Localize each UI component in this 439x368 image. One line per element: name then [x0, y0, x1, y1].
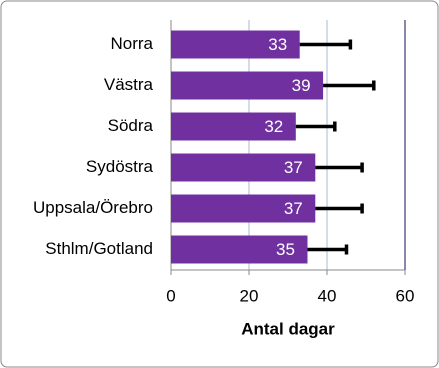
value-label: 35: [276, 240, 295, 259]
value-label: 32: [264, 117, 283, 136]
value-label: 37: [284, 199, 303, 218]
value-label: 33: [268, 35, 287, 54]
x-tick-label: 20: [240, 286, 259, 305]
y-tick-label: Sydöstra: [86, 157, 154, 176]
value-label: 37: [284, 158, 303, 177]
y-tick-label: Norra: [110, 34, 153, 53]
bar: [171, 112, 296, 141]
bar: [171, 30, 300, 59]
bar: [171, 194, 316, 223]
y-tick-label: Västra: [104, 75, 154, 94]
bar: [171, 153, 316, 182]
y-tick-label: Sthlm/Gotland: [45, 239, 153, 258]
y-tick-label: Uppsala/Örebro: [33, 198, 153, 217]
x-tick-label: 60: [396, 286, 415, 305]
y-tick-label: Södra: [108, 116, 154, 135]
value-label: 39: [292, 76, 311, 95]
bar: [171, 235, 308, 264]
x-tick-label: 40: [318, 286, 337, 305]
bar: [171, 71, 324, 100]
x-axis-label: Antal dagar: [241, 319, 335, 338]
x-tick-label: 0: [166, 286, 175, 305]
